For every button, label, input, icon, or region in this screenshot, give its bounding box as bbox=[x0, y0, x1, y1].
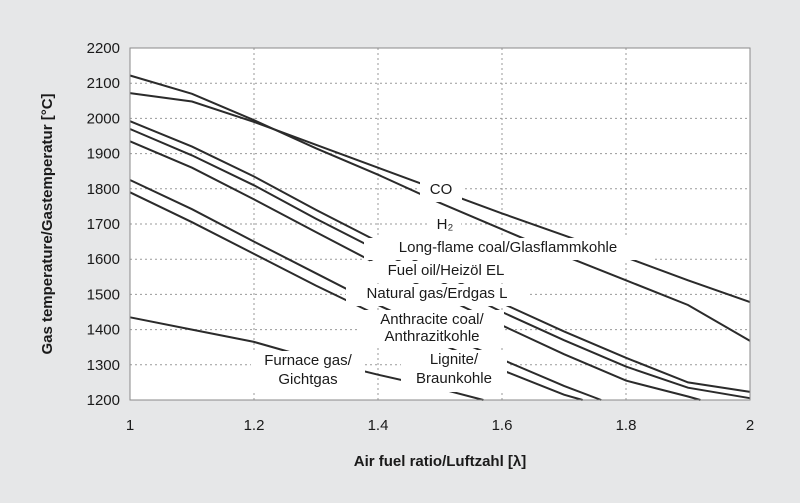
x-axis-ticks: 1 1.2 1.4 1.6 1.8 2 bbox=[126, 417, 754, 434]
y-tick-label: 1900 bbox=[87, 146, 120, 163]
y-tick-label: 1800 bbox=[87, 181, 120, 198]
series-label-background bbox=[420, 180, 462, 202]
x-tick-label: 1.8 bbox=[616, 417, 637, 434]
y-tick-label: 2200 bbox=[87, 40, 120, 57]
series-label-background bbox=[346, 284, 528, 306]
x-tick-label: 1.2 bbox=[244, 417, 265, 434]
y-tick-label: 2100 bbox=[87, 75, 120, 92]
series-label: CO bbox=[430, 181, 453, 198]
y-tick-label: 1200 bbox=[87, 392, 120, 409]
series-label: Anthrazitkohle bbox=[384, 328, 479, 345]
series-label: Long-flame coal/Glasflammkohle bbox=[399, 239, 617, 256]
series-label: Natural gas/Erdgas L bbox=[367, 285, 508, 302]
series-label-background bbox=[360, 310, 504, 348]
series-label-background bbox=[429, 215, 461, 237]
x-tick-label: 2 bbox=[746, 417, 754, 434]
series-line bbox=[129, 74, 751, 342]
series-label-background bbox=[364, 238, 652, 260]
y-axis-ticks: 1200 1300 1400 1500 1600 1700 1800 1900 2000 2100… bbox=[87, 40, 120, 409]
series-label: Fuel oil/Heizöl EL bbox=[388, 262, 505, 279]
y-axis-title: Gas temperature/Gastemperatur [°C] bbox=[39, 93, 56, 354]
series-label: Furnace gas/ bbox=[264, 352, 352, 369]
y-tick-label: 1600 bbox=[87, 251, 120, 268]
series-label: Lignite/ bbox=[430, 351, 479, 368]
series-label-background bbox=[251, 351, 365, 393]
x-tick-label: 1.4 bbox=[368, 417, 389, 434]
x-axis-title: Air fuel ratio/Luftzahl [λ] bbox=[354, 453, 527, 470]
series-label-background bbox=[370, 261, 522, 283]
y-tick-label: 1300 bbox=[87, 357, 120, 374]
series-label-background bbox=[401, 350, 507, 392]
series-labels: CO H₂ Long-flame coal/Glasflammkohle Fuel o… bbox=[251, 180, 652, 393]
series-label: Gichtgas bbox=[278, 371, 337, 388]
plot-frame bbox=[129, 47, 751, 401]
y-tick-label: 1700 bbox=[87, 216, 120, 233]
series-label: Anthracite coal/ bbox=[380, 311, 484, 328]
series-label: Braunkohle bbox=[416, 370, 492, 387]
x-tick-label: 1.6 bbox=[492, 417, 513, 434]
y-tick-label: 1500 bbox=[87, 286, 120, 303]
x-tick-label: 1 bbox=[126, 417, 134, 434]
y-tick-label: 2000 bbox=[87, 110, 120, 127]
y-tick-label: 1400 bbox=[87, 322, 120, 339]
series-label: H₂ bbox=[437, 216, 454, 233]
